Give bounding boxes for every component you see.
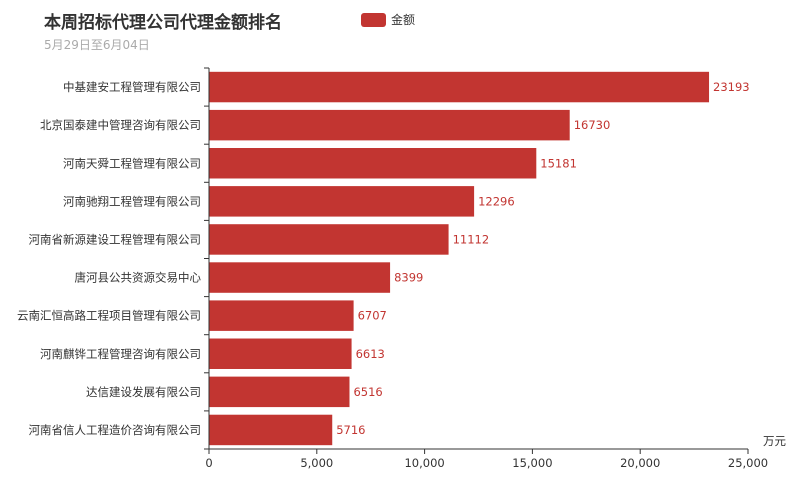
x-tick-label-5: 25,000 xyxy=(728,456,768,470)
bar-3[interactable] xyxy=(209,148,537,179)
value-label-6: 8399 xyxy=(394,271,423,285)
bar-9[interactable] xyxy=(209,376,350,408)
value-label-9: 6516 xyxy=(353,385,382,399)
value-label-1: 23193 xyxy=(713,80,750,94)
chart-subtitle: 5月29日至6月04日 xyxy=(44,38,150,52)
bars-group xyxy=(209,71,710,446)
x-tick-label-3: 15,000 xyxy=(512,456,552,470)
legend[interactable]: 金额 xyxy=(361,11,415,28)
bar-7[interactable] xyxy=(209,300,354,331)
chart-title: 本周招标代理公司代理金额排名 xyxy=(44,13,282,33)
category-label-10: 河南省信人工程造价咨询有限公司 xyxy=(29,423,202,437)
category-labels: 中基建安工程管理有限公司北京国泰建中管理咨询有限公司河南天舜工程管理有限公司河南… xyxy=(17,80,201,437)
bar-5[interactable] xyxy=(209,224,449,255)
value-label-7: 6707 xyxy=(358,309,387,323)
x-tick-label-1: 5,000 xyxy=(300,456,333,470)
category-label-9: 达信建设发展有限公司 xyxy=(86,385,201,399)
legend-swatch xyxy=(361,12,386,27)
value-label-3: 15181 xyxy=(540,156,577,170)
axes-group: 0 5,000 10,000 15,000 20,000 25,000 万元 xyxy=(204,67,786,470)
x-tick-label-4: 20,000 xyxy=(620,456,660,470)
category-label-7: 云南汇恒高路工程项目管理有限公司 xyxy=(17,309,201,323)
category-label-5: 河南省新源建设工程管理有限公司 xyxy=(29,232,202,246)
bar-2[interactable] xyxy=(209,109,570,141)
x-tick-label-2: 10,000 xyxy=(404,456,444,470)
value-label-5: 11112 xyxy=(453,232,490,246)
category-label-4: 河南驰翔工程管理有限公司 xyxy=(63,194,201,208)
value-label-4: 12296 xyxy=(478,194,515,208)
value-label-2: 16730 xyxy=(574,118,611,132)
bar-10[interactable] xyxy=(209,414,333,446)
bar-4[interactable] xyxy=(209,186,475,217)
legend-label: 金额 xyxy=(391,13,416,27)
category-label-6: 唐河县公共资源交易中心 xyxy=(75,271,202,285)
category-label-2: 北京国泰建中管理咨询有限公司 xyxy=(40,118,201,132)
value-labels: 23193 16730 15181 12296 11112 8399 6707 6613 651… xyxy=(336,80,749,437)
value-label-8: 6613 xyxy=(356,347,385,361)
x-tick-label-0: 0 xyxy=(205,456,212,470)
bar-1[interactable] xyxy=(209,71,710,103)
bar-6[interactable] xyxy=(209,262,391,293)
category-label-1: 中基建安工程管理有限公司 xyxy=(63,80,201,94)
bar-8[interactable] xyxy=(209,338,352,369)
value-label-10: 5716 xyxy=(336,423,365,437)
category-label-8: 河南麒铧工程管理咨询有限公司 xyxy=(40,347,201,361)
x-axis-unit: 万元 xyxy=(763,434,786,448)
category-label-3: 河南天舜工程管理有限公司 xyxy=(63,156,201,170)
